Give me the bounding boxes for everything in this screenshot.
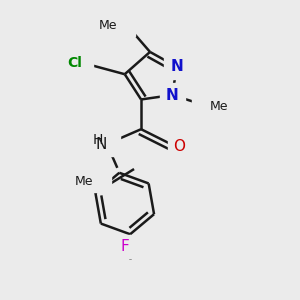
FancyBboxPatch shape: [76, 171, 111, 192]
Text: H: H: [93, 133, 103, 147]
Text: Me: Me: [99, 19, 117, 32]
Text: N: N: [95, 136, 107, 152]
Text: Me: Me: [209, 100, 228, 112]
FancyBboxPatch shape: [167, 134, 190, 158]
Text: Me: Me: [75, 175, 94, 188]
FancyBboxPatch shape: [100, 15, 135, 36]
Text: N: N: [170, 59, 183, 74]
FancyBboxPatch shape: [160, 83, 185, 107]
FancyBboxPatch shape: [164, 55, 189, 79]
FancyBboxPatch shape: [192, 96, 227, 116]
Text: N: N: [166, 88, 179, 103]
Text: Cl: Cl: [68, 56, 82, 70]
Text: O: O: [173, 139, 185, 154]
FancyBboxPatch shape: [116, 235, 134, 259]
Text: F: F: [120, 239, 129, 254]
FancyBboxPatch shape: [57, 51, 93, 75]
FancyBboxPatch shape: [87, 132, 120, 156]
